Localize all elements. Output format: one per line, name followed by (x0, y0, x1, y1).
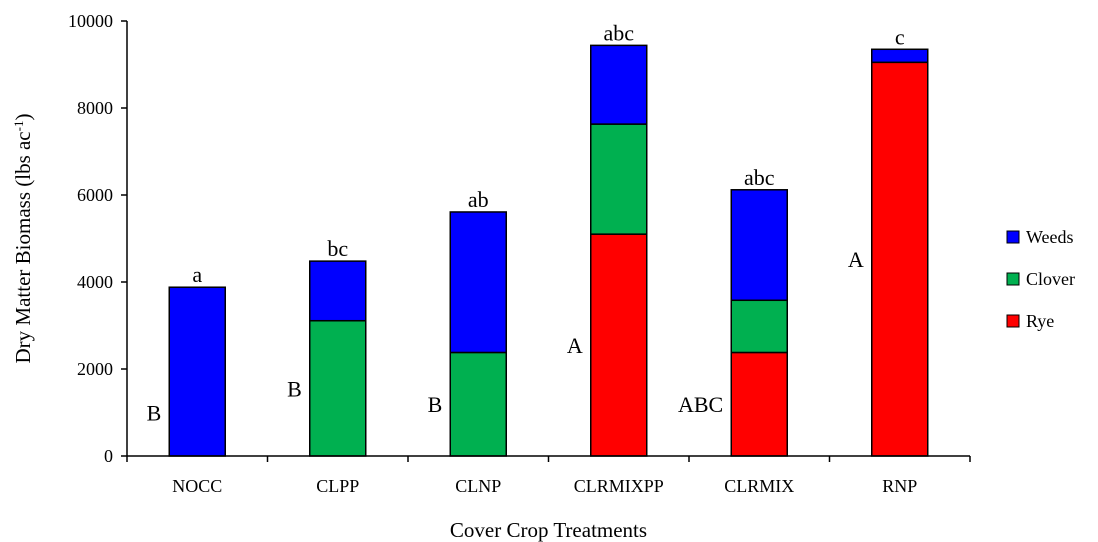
x-category-label: NOCC (172, 476, 222, 496)
legend-swatch-clover (1006, 272, 1020, 286)
significance-letter-component: A (848, 247, 864, 272)
bar-segment-weeds (730, 189, 788, 302)
y-axis-title-close: ) (11, 114, 35, 121)
bar-segment-clover (590, 123, 648, 235)
significance-letter-component: B (287, 376, 302, 401)
legend: Weeds Clover Rye (1006, 227, 1075, 331)
bar-segment-weeds (168, 286, 226, 457)
bar-segment-rye (730, 351, 788, 457)
legend-label-rye: Rye (1026, 311, 1054, 331)
significance-letter-total: a (192, 262, 202, 287)
y-axis-title: Dry Matter Biomass (lbs ac-1) (11, 114, 36, 364)
x-category-label: CLPP (316, 476, 359, 496)
significance-letter-total: abc (603, 20, 634, 45)
x-category-label: RNP (882, 476, 917, 496)
y-ticks: 0 2000 4000 6000 8000 10000 (68, 11, 127, 466)
significance-letter-total: c (895, 24, 905, 49)
y-axis-title-superscript: -1 (11, 121, 26, 132)
bar-segment-clover (730, 299, 788, 354)
x-axis-title: Cover Crop Treatments (450, 518, 647, 542)
x-category-label: CLNP (455, 476, 501, 496)
legend-label-weeds: Weeds (1026, 227, 1074, 247)
significance-letter-total: abc (744, 165, 775, 190)
bar-segment-weeds (871, 48, 929, 64)
bars (168, 44, 929, 457)
y-tick-label: 10000 (68, 11, 113, 31)
y-tick-label: 4000 (77, 272, 113, 292)
bar-segment-weeds (590, 44, 648, 125)
bar-segment-rye (871, 61, 929, 457)
significance-letter-component: B (428, 392, 443, 417)
y-tick-label: 8000 (77, 98, 113, 118)
bar-segment-weeds (309, 260, 367, 322)
bar-segment-clover (449, 351, 507, 457)
significance-letter-component: A (567, 333, 583, 358)
significance-letter-total: bc (327, 236, 348, 261)
significance-letter-total: ab (468, 187, 489, 212)
x-category-label: CLRMIXPP (574, 476, 664, 496)
y-tick-label: 0 (104, 446, 113, 466)
x-category-label: CLRMIX (724, 476, 794, 496)
legend-swatch-weeds (1006, 230, 1020, 244)
bar-segment-clover (309, 319, 367, 457)
y-tick-label: 6000 (77, 185, 113, 205)
y-tick-label: 2000 (77, 359, 113, 379)
significance-letter-component: ABC (678, 392, 723, 417)
significance-letter-component: B (147, 401, 162, 426)
bar-segment-rye (590, 233, 648, 457)
legend-swatch-rye (1006, 314, 1020, 328)
legend-label-clover: Clover (1026, 269, 1075, 289)
x-ticks: NOCC CLPP CLNP CLRMIXPP CLRMIX RNP (126, 456, 971, 496)
y-axis-title-main: Dry Matter Biomass (lbs ac (11, 131, 35, 363)
bar-segment-weeds (449, 211, 507, 354)
